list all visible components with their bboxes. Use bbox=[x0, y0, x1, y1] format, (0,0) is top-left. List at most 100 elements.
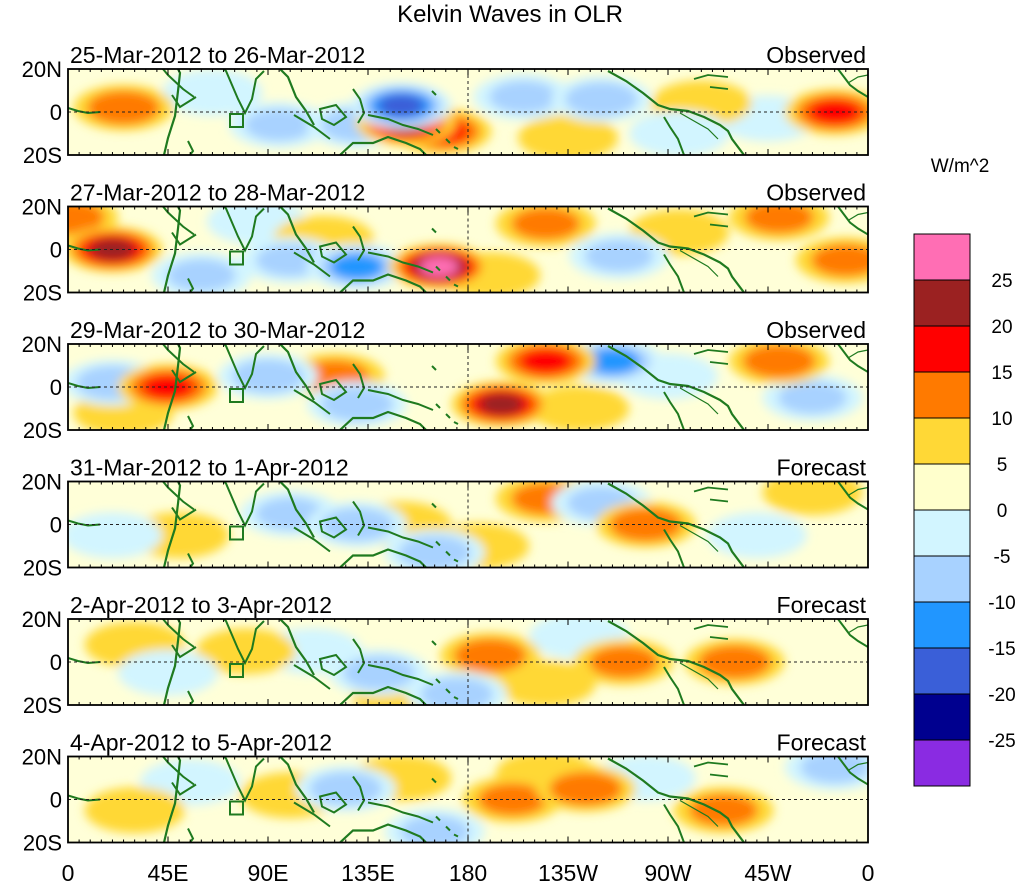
panel-6: 20N 0 20S 4-Apr-2012 to 5-Apr-2012 Forecast bbox=[22, 730, 869, 856]
y-tick-label: 20S bbox=[23, 556, 62, 581]
panel-label: Forecast bbox=[777, 455, 867, 481]
anomaly-contour bbox=[529, 385, 630, 430]
panel-label: Forecast bbox=[777, 592, 867, 618]
anomaly-contour bbox=[744, 206, 814, 234]
x-tick-label: 180 bbox=[449, 860, 487, 886]
panel-3: 20N 0 20S 29-Mar-2012 to 30-Mar-2012 Observe… bbox=[22, 317, 869, 443]
anomaly-field bbox=[68, 344, 868, 430]
panels-group: 20N 0 20S 25-Mar-2012 to 26-Mar-2012 Observe… bbox=[22, 42, 869, 856]
y-tick-label: 20N bbox=[22, 332, 62, 357]
anomaly-contour bbox=[489, 80, 558, 114]
colorbar-label: -5 bbox=[994, 547, 1011, 568]
x-tick-label: 45E bbox=[148, 860, 189, 886]
panel-period: 4-Apr-2012 to 5-Apr-2012 bbox=[70, 730, 332, 756]
anomaly-contour bbox=[378, 94, 424, 117]
panel-1: 20N 0 20S 25-Mar-2012 to 26-Mar-2012 Observe… bbox=[22, 42, 869, 168]
y-tick-label: 0 bbox=[50, 100, 62, 125]
panel-label: Observed bbox=[766, 180, 866, 206]
anomaly-contour bbox=[565, 82, 638, 117]
panel-2: 20N 0 20S 27-Mar-2012 to 28-Mar-2012 Observe… bbox=[22, 180, 869, 306]
anomaly-contour bbox=[807, 99, 862, 125]
colorbar-swatch bbox=[913, 509, 971, 557]
anomaly-contour bbox=[87, 90, 160, 125]
y-tick-label: 20S bbox=[23, 418, 62, 443]
anomaly-contour bbox=[511, 207, 581, 240]
x-tick-label: 135E bbox=[341, 860, 395, 886]
colorbar-units: W/m^2 bbox=[931, 156, 990, 177]
panel-5: 20N 0 20S 2-Apr-2012 to 3-Apr-2012 Forecast bbox=[22, 592, 869, 718]
y-tick-label: 20S bbox=[23, 693, 62, 718]
panel-period: 29-Mar-2012 to 30-Mar-2012 bbox=[70, 317, 365, 343]
y-tick-label: 20S bbox=[23, 831, 62, 856]
colorbar-swatch bbox=[913, 325, 971, 373]
panel-label: Observed bbox=[766, 317, 866, 343]
colorbar-swatch bbox=[913, 555, 971, 603]
anomaly-contour bbox=[778, 381, 847, 414]
x-tick-label: 135W bbox=[538, 860, 598, 886]
colorbar-swatch bbox=[913, 647, 971, 695]
colorbar: 25 20 15 10 5 0 -5 -10 -15 -20 -25 bbox=[913, 233, 1016, 787]
anomaly-field bbox=[68, 206, 868, 293]
colorbar-label: -25 bbox=[988, 731, 1015, 752]
colorbar-swatch bbox=[913, 693, 971, 741]
anomaly-contour bbox=[689, 794, 758, 827]
x-axis: 0 45E 90E 135E 180 135W 90W 45W 0 bbox=[62, 860, 875, 886]
anomaly-contour bbox=[549, 771, 623, 806]
x-tick-label: 0 bbox=[862, 860, 875, 886]
anomaly-field bbox=[68, 481, 868, 568]
colorbar-label: -10 bbox=[988, 593, 1015, 614]
anomaly-contour bbox=[68, 206, 105, 235]
panel-period: 2-Apr-2012 to 3-Apr-2012 bbox=[70, 592, 332, 618]
y-tick-label: 0 bbox=[50, 513, 62, 538]
colorbar-label: 10 bbox=[991, 409, 1012, 430]
colorbar-label: -15 bbox=[988, 639, 1015, 660]
anomaly-contour bbox=[419, 256, 459, 277]
y-tick-label: 20N bbox=[22, 195, 62, 220]
colorbar-swatch bbox=[913, 417, 971, 465]
anomaly-contour bbox=[800, 756, 868, 784]
anomaly-contour bbox=[762, 481, 863, 516]
anomaly-contour bbox=[167, 259, 236, 292]
y-tick-label: 0 bbox=[50, 238, 62, 263]
colorbar-label: 20 bbox=[991, 317, 1012, 338]
colorbar-label: -20 bbox=[988, 685, 1015, 706]
panel-period: 31-Mar-2012 to 1-Apr-2012 bbox=[70, 455, 349, 481]
colorbar-swatch bbox=[913, 233, 971, 281]
y-tick-label: 20N bbox=[22, 470, 62, 495]
anomaly-contour bbox=[330, 253, 384, 280]
colorbar-label: 0 bbox=[997, 501, 1008, 522]
colorbar-swatch bbox=[913, 739, 971, 787]
panel-period: 25-Mar-2012 to 26-Mar-2012 bbox=[70, 42, 365, 68]
y-tick-label: 0 bbox=[50, 788, 62, 813]
panel-4: 20N 0 20S 31-Mar-2012 to 1-Apr-2012 Forecast bbox=[22, 455, 869, 581]
y-tick-label: 20N bbox=[22, 745, 62, 770]
colorbar-label: 15 bbox=[991, 363, 1012, 384]
anomaly-contour bbox=[398, 535, 471, 568]
y-tick-label: 20N bbox=[22, 57, 62, 82]
anomaly-contour bbox=[162, 69, 263, 116]
y-tick-label: 20N bbox=[22, 607, 62, 632]
x-tick-label: 45W bbox=[744, 860, 792, 886]
colorbar-label: 5 bbox=[997, 455, 1008, 476]
colorbar-swatch bbox=[913, 601, 971, 649]
y-tick-label: 20S bbox=[23, 143, 62, 168]
anomaly-contour bbox=[244, 108, 314, 142]
anomaly-contour bbox=[742, 344, 816, 379]
anomaly-contour bbox=[518, 348, 573, 375]
colorbar-swatch bbox=[913, 463, 971, 511]
anomaly-contour bbox=[518, 114, 618, 155]
x-tick-label: 90E bbox=[248, 860, 289, 886]
anomaly-contour bbox=[195, 628, 296, 675]
anomaly-contour bbox=[231, 359, 305, 394]
anomaly-contour bbox=[420, 677, 494, 705]
panel-label: Forecast bbox=[777, 730, 867, 756]
x-tick-label: 90W bbox=[644, 860, 692, 886]
anomaly-contour bbox=[118, 649, 218, 696]
anomaly-contour bbox=[478, 393, 524, 416]
x-tick-label: 0 bbox=[62, 860, 75, 886]
panel-period: 27-Mar-2012 to 28-Mar-2012 bbox=[70, 180, 365, 206]
anomaly-contour bbox=[811, 244, 868, 277]
anomaly-contour bbox=[584, 239, 654, 273]
anomaly-contour bbox=[68, 512, 163, 559]
